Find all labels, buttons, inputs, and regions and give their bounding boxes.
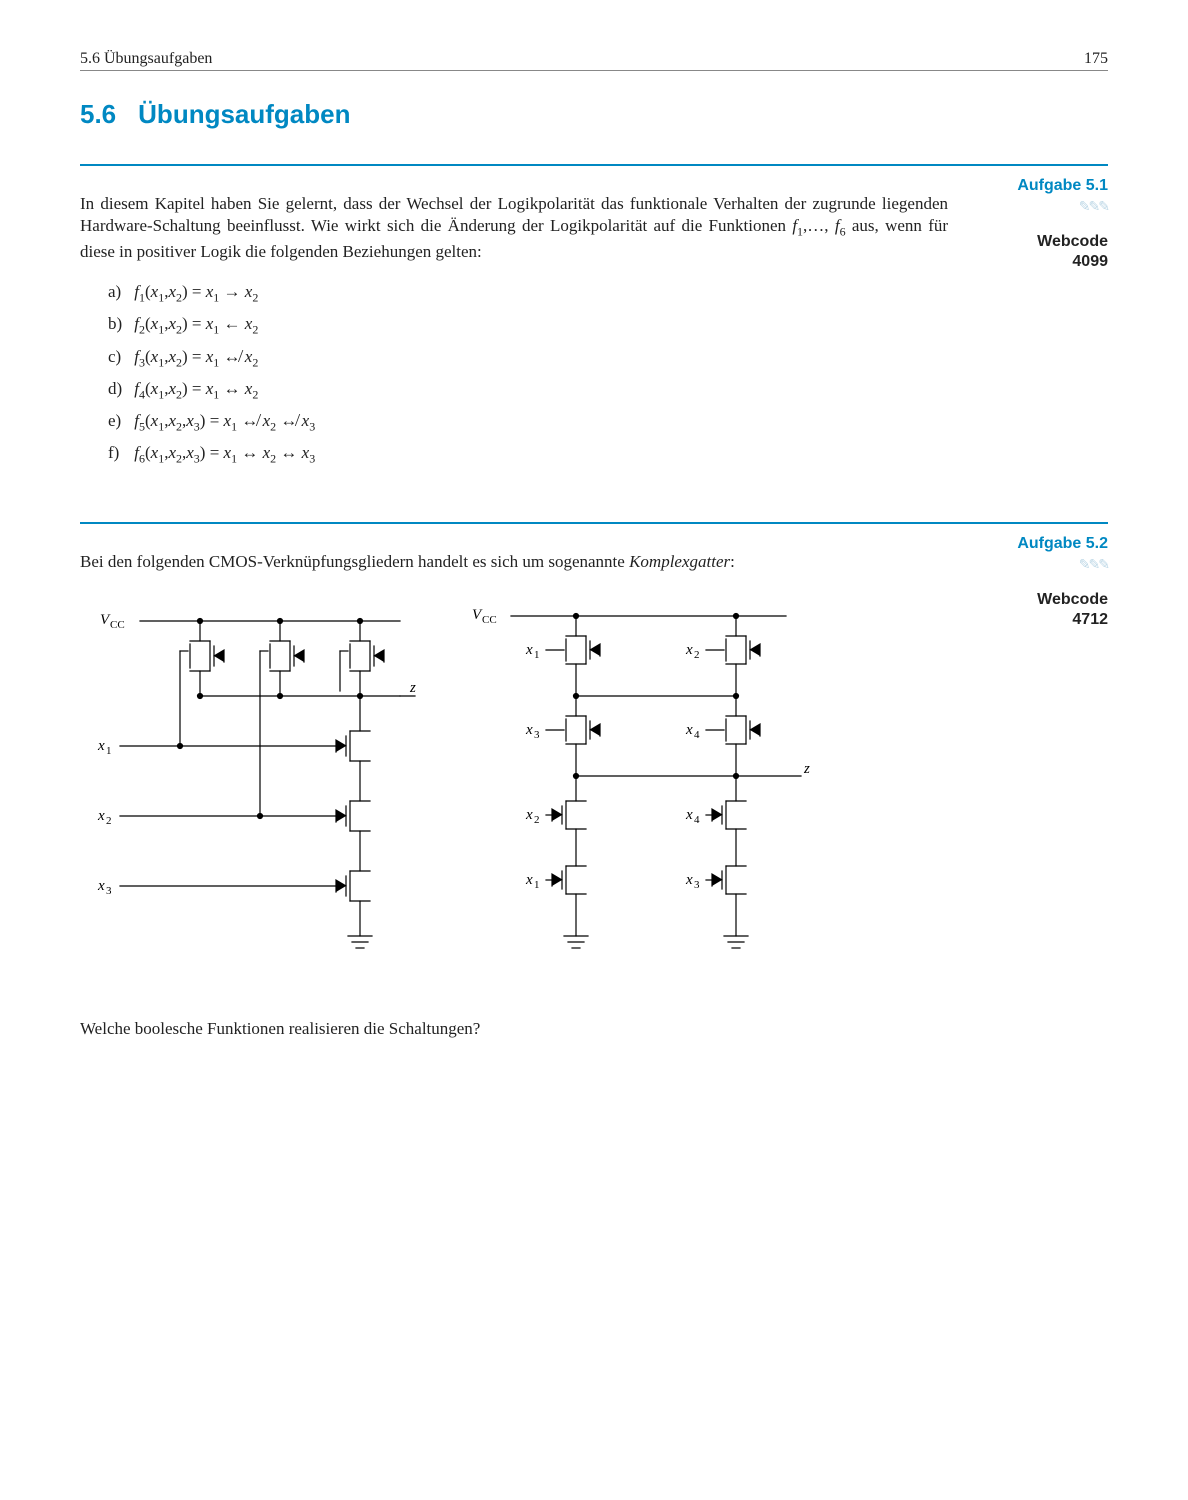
svg-text:z: z (803, 761, 810, 777)
exercise-5-1: In diesem Kapitel haben Sie gelernt, das… (80, 164, 1108, 474)
svg-text:x: x (685, 872, 693, 888)
section-heading: 5.6 Übungsaufgaben (80, 99, 1108, 130)
exercise-5-1-webcode: 4099 (978, 252, 1108, 272)
exercise-5-2-difficulty-icon: ✎✎✎ (978, 556, 1108, 574)
exercise-5-2-intro-prefix: Bei den folgenden CMOS-Verknüpfungsglied… (80, 552, 629, 571)
svg-text:x: x (97, 808, 105, 824)
exercise-5-1-sidebar: Aufgabe 5.1 ✎✎✎ Webcode 4099 (978, 176, 1108, 474)
exercise-5-1-webcode-label: Webcode (978, 232, 1108, 252)
svg-text:x: x (525, 642, 533, 658)
svg-text:4: 4 (694, 729, 700, 741)
exercise-5-2-label: Aufgabe 5.2 (978, 534, 1108, 554)
svg-text:3: 3 (694, 879, 700, 891)
exercise-5-2: Bei den folgenden CMOS-Verknüpfungsglied… (80, 522, 1108, 1057)
section-number: 5.6 (80, 99, 116, 129)
svg-text:x: x (525, 722, 533, 738)
exercise-5-1-label: Aufgabe 5.1 (978, 176, 1108, 196)
exercise-5-1-item-list: a) f1(x1,x2) = x1 → x2 b) f2(x1,x2) = x1… (108, 281, 948, 467)
svg-text:CC: CC (482, 614, 497, 626)
circuit-left: VCC z x1 x2 x3 (80, 596, 420, 1002)
exercise-5-1-intro: In diesem Kapitel haben Sie gelernt, das… (80, 193, 948, 263)
svg-text:1: 1 (534, 649, 540, 661)
svg-text:2: 2 (694, 649, 700, 661)
exercise-5-1-body: In diesem Kapitel haben Sie gelernt, das… (80, 176, 948, 474)
circuit-right-svg: VCC z x1 x2 x3 x4 x2 x4 x1 x3 (456, 596, 816, 996)
formula-item-d: d) f4(x1,x2) = x1 ↔ x2 (108, 378, 948, 403)
exercise-5-1-difficulty-icon: ✎✎✎ (978, 198, 1108, 216)
svg-text:2: 2 (106, 815, 112, 827)
section-title-text: Übungsaufgaben (138, 99, 350, 129)
exercise-5-2-webcode: 4712 (978, 610, 1108, 630)
exercise-5-2-intro-italic: Komplexgatter (629, 552, 730, 571)
header-left: 5.6 Übungsaufgaben (80, 50, 212, 68)
svg-text:x: x (525, 872, 533, 888)
svg-text:4: 4 (694, 814, 700, 826)
svg-text:x: x (685, 642, 693, 658)
exercise-5-2-sidebar: Aufgabe 5.2 ✎✎✎ Webcode 4712 (978, 534, 1108, 1057)
svg-text:1: 1 (106, 745, 112, 757)
exercise-5-2-intro: Bei den folgenden CMOS-Verknüpfungsglied… (80, 551, 948, 573)
exercise-5-2-body: Bei den folgenden CMOS-Verknüpfungsglied… (80, 534, 948, 1057)
page-header: 5.6 Übungsaufgaben 175 (80, 50, 1108, 71)
svg-text:x: x (525, 807, 533, 823)
exercise-5-2-webcode-label: Webcode (978, 590, 1108, 610)
circuit-right: VCC z x1 x2 x3 x4 x2 x4 x1 x3 (456, 596, 816, 1002)
header-page-number: 175 (1084, 50, 1108, 68)
svg-text:1: 1 (534, 879, 540, 891)
svg-text:2: 2 (534, 814, 540, 826)
svg-text:3: 3 (106, 885, 112, 897)
svg-text:3: 3 (534, 729, 540, 741)
exercise-5-2-intro-suffix: : (730, 552, 735, 571)
formula-item-c: c) f3(x1,x2) = x1 ↮ x2 (108, 346, 948, 371)
circuit-left-svg: VCC z x1 x2 x3 (80, 596, 420, 976)
svg-text:x: x (685, 807, 693, 823)
svg-text:z: z (409, 680, 416, 696)
svg-text:x: x (685, 722, 693, 738)
formula-item-a: a) f1(x1,x2) = x1 → x2 (108, 281, 948, 306)
svg-text:CC: CC (110, 619, 125, 631)
formula-item-f: f) f6(x1,x2,x3) = x1 ↔ x2 ↔ x3 (108, 442, 948, 467)
svg-text:x: x (97, 878, 105, 894)
formula-item-e: e) f5(x1,x2,x3) = x1 ↮ x2 ↮ x3 (108, 410, 948, 435)
formula-item-b: b) f2(x1,x2) = x1 ← x2 (108, 313, 948, 338)
circuit-diagrams: VCC z x1 x2 x3 (80, 596, 948, 1002)
exercise-5-2-closing: Welche boolesche Funktionen realisieren … (80, 1018, 948, 1040)
svg-text:x: x (97, 738, 105, 754)
